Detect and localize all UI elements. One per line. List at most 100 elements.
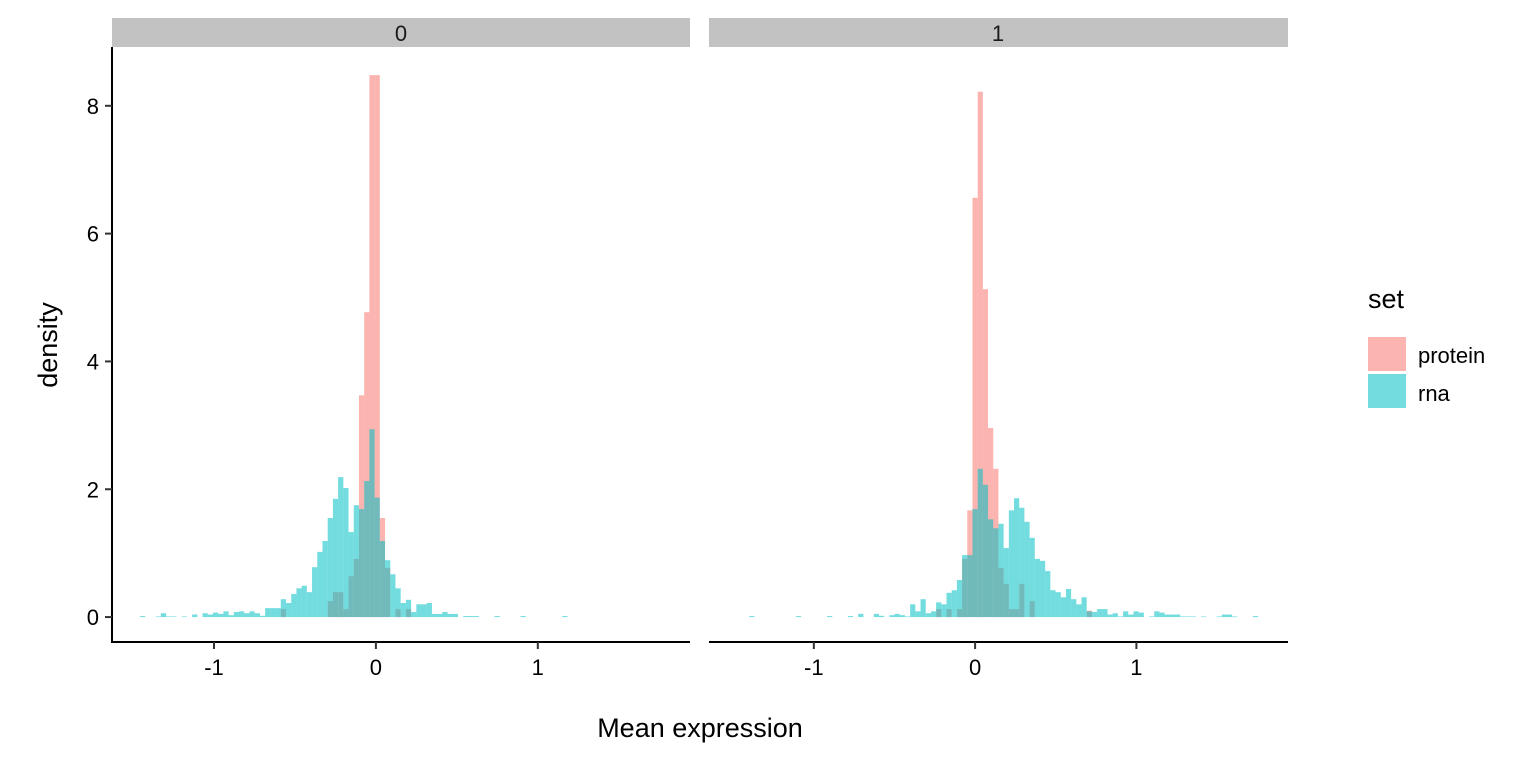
histogram-bar-rna [1055, 592, 1061, 618]
histogram-bar-protein [977, 91, 983, 618]
histogram-bar-rna [301, 585, 307, 618]
histogram-bar-rna [1008, 510, 1015, 618]
histogram-bar-rna [265, 608, 271, 618]
x-tick-label: -1 [804, 655, 824, 680]
histogram-bar-rna [1216, 616, 1222, 618]
y-tick-label: 4 [87, 349, 99, 374]
histogram-bar-rna [920, 599, 926, 618]
y-tick-label: 0 [87, 605, 99, 630]
histogram-bar-rna [1045, 571, 1051, 618]
x-tick-label: 1 [1130, 655, 1142, 680]
histogram-bar-rna [192, 614, 198, 618]
histogram-bar-rna [400, 603, 406, 618]
histogram-bar-rna [468, 616, 474, 618]
histogram-bar-rna [437, 613, 443, 618]
histogram-bar-protein [972, 197, 978, 618]
histogram-bar-rna [212, 612, 219, 618]
histogram-bar-rna [322, 541, 328, 618]
histogram-bar-rna [343, 487, 349, 618]
histogram-bar-rna [1024, 521, 1030, 618]
x-axis-title: Mean expression [597, 713, 803, 743]
histogram-bar-rna [972, 509, 978, 618]
histogram-bar-rna [447, 613, 453, 618]
histogram-bar-rna [431, 613, 438, 618]
histogram-bar-rna [233, 611, 240, 618]
histogram-bar-rna [353, 505, 359, 618]
histogram-bar-rna [910, 604, 916, 618]
legend-label-rna: rna [1418, 381, 1451, 406]
histogram-bar-rna [171, 616, 177, 618]
histogram-bar-rna [967, 555, 973, 618]
histogram-bar-rna [296, 588, 302, 618]
legend-key-rna [1368, 374, 1406, 408]
histogram-bar-rna [858, 613, 864, 618]
histogram-bar-rna [520, 616, 526, 618]
histogram-bar-rna [936, 602, 942, 618]
histogram-bar-rna [749, 616, 755, 618]
x-tick-label: 0 [370, 655, 382, 680]
histogram-bar-protein [358, 395, 365, 618]
histogram-bar-rna [452, 613, 459, 618]
histogram-bar-rna [1164, 614, 1170, 618]
histogram-bar-rna [988, 519, 994, 618]
facet-panel-1: 1 -1 0 1 [709, 18, 1288, 680]
legend: set protein rna [1368, 284, 1485, 408]
histogram-bar-rna [941, 604, 947, 618]
histogram-bar-rna [1112, 613, 1118, 618]
histogram-bar-rna [312, 567, 318, 618]
histogram-bar-rna [956, 580, 963, 618]
histogram-bar-rna [847, 616, 854, 618]
histogram-bar-rna [1154, 611, 1160, 618]
histogram-bar-rna [1200, 616, 1207, 618]
histogram-bar-rna [364, 480, 370, 618]
histogram-bar-rna [140, 616, 146, 618]
histogram-bar-rna [291, 594, 297, 618]
bars-panel-0 [140, 75, 568, 618]
histogram-bar-rna [275, 608, 281, 618]
histogram-bar-rna [1185, 616, 1191, 618]
bars-panel-1 [749, 91, 1259, 618]
histogram-bar-rna [1065, 588, 1072, 618]
histogram-bar-rna [1050, 590, 1056, 618]
histogram-bar-rna [1039, 560, 1046, 618]
histogram-bar-rna [993, 528, 999, 618]
histogram-bar-rna [977, 468, 983, 618]
x-tick-label: 1 [532, 655, 544, 680]
histogram-bar-rna [369, 429, 375, 618]
histogram-bar-rna [411, 611, 417, 618]
histogram-bar-rna [930, 611, 937, 618]
histogram-bar-rna [946, 592, 952, 618]
histogram-bar-rna [1060, 597, 1066, 618]
histogram-bar-rna [160, 613, 167, 618]
histogram-bar-rna [494, 616, 500, 618]
histogram-bar-rna [379, 541, 386, 618]
histogram-bar-rna [306, 592, 313, 618]
histogram-bar-rna [338, 477, 344, 618]
histogram-bar-rna [1232, 616, 1238, 618]
histogram-bar-rna [244, 613, 250, 618]
y-tick-label: 8 [87, 94, 99, 119]
x-ticks-panel-1: -1 0 1 [804, 642, 1143, 680]
legend-title: set [1368, 284, 1405, 314]
histogram-bar-rna [327, 518, 333, 618]
histogram-bar-rna [259, 615, 266, 618]
histogram-bar-rna [280, 599, 286, 618]
facet-strip-0 [112, 18, 690, 47]
histogram-bar-rna [1102, 609, 1108, 618]
histogram-bar-rna [827, 616, 833, 618]
histogram-bar-rna [1221, 614, 1227, 618]
histogram-bar-rna [1133, 611, 1139, 618]
histogram-bar-rna [1123, 611, 1129, 618]
histogram-bar-rna [463, 616, 469, 618]
histogram-bar-rna [202, 613, 208, 618]
histogram-bar-rna [1180, 616, 1186, 618]
histogram-bar-rna [1019, 507, 1025, 618]
histogram-bar-rna [1252, 616, 1259, 618]
histogram-bar-rna [1149, 616, 1155, 618]
histogram-bar-rna [155, 616, 161, 618]
histogram-bar-rna [421, 604, 427, 618]
histogram-bar-rna [239, 611, 245, 618]
y-tick-label: 6 [87, 222, 99, 247]
facet-panel-0: 0 -1 0 1 0 2 4 6 8 [87, 18, 690, 680]
histogram-bar-rna [416, 604, 422, 618]
